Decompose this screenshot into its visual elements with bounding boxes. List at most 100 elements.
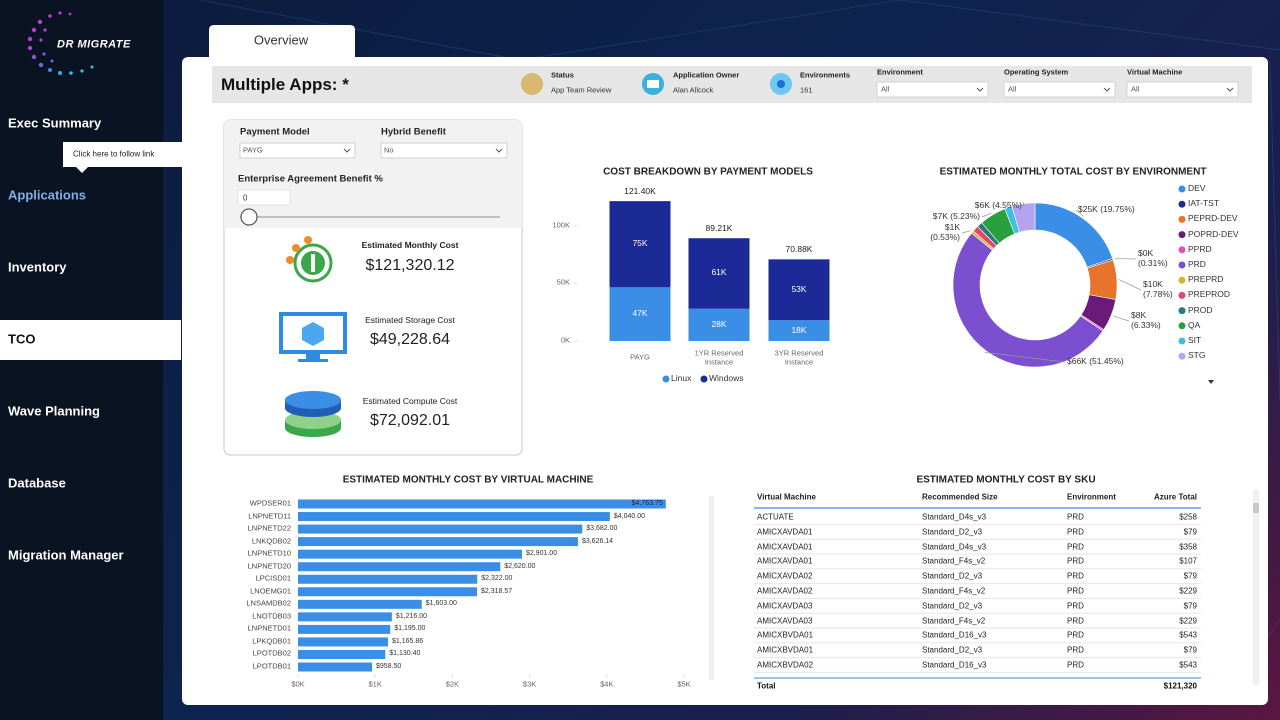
filter-value[interactable]: All xyxy=(1131,84,1140,94)
tab[interactable] xyxy=(209,25,355,57)
nav-item[interactable]: Migration Manager xyxy=(8,547,124,563)
table-cell: Standard_D2_v3 xyxy=(922,571,983,581)
y-tick-label[interactable]: LNPNETD10 xyxy=(247,548,291,558)
logo-text: DR MIGRATE xyxy=(57,38,131,51)
x-tick-label: $1K xyxy=(368,679,382,689)
y-tick-label[interactable]: LPCISD01 xyxy=(255,573,291,583)
table-cell: PRD xyxy=(1067,512,1084,522)
slider-knob[interactable] xyxy=(240,208,258,226)
vm-chart-scrollbar[interactable] xyxy=(709,496,714,680)
legend-label[interactable]: PEPRD-DEV xyxy=(1188,213,1238,224)
parameter-dropdown[interactable] xyxy=(239,142,356,159)
legend-label[interactable]: PPRD xyxy=(1188,243,1212,254)
table-cell: $229 xyxy=(1179,586,1197,596)
legend-label[interactable]: PROD xyxy=(1188,304,1213,315)
filter-value[interactable]: All xyxy=(1008,84,1017,94)
status-icon xyxy=(521,73,543,95)
table-header[interactable]: Virtual Machine xyxy=(757,492,816,502)
y-tick-label[interactable]: LPKQDB01 xyxy=(252,636,291,646)
bar-label: $1,130.40 xyxy=(389,650,421,658)
legend-marker xyxy=(1178,352,1186,360)
table-cell: $79 xyxy=(1183,527,1197,537)
leader-line xyxy=(1112,315,1130,322)
slice-label: $10K (7.78%) xyxy=(1143,279,1173,299)
y-tick-label[interactable]: LNPNETD22 xyxy=(247,523,291,533)
legend-more[interactable] xyxy=(1208,380,1214,384)
y-tick-label[interactable]: LNKQDB02 xyxy=(251,536,291,546)
legend-marker xyxy=(700,375,708,383)
parameter-value[interactable]: 0 xyxy=(243,193,248,203)
x-tick-label: $2K xyxy=(445,679,460,689)
table-cell: AMICXAVDA01 xyxy=(757,542,813,551)
filter-label: Environment xyxy=(877,67,923,77)
owner-icon-card xyxy=(647,80,659,88)
table-cell: $543 xyxy=(1179,660,1197,670)
table-cell: AMICXAVDA03 xyxy=(757,616,813,625)
nav-item[interactable]: Exec Summary xyxy=(8,115,102,131)
parameter-value[interactable]: No xyxy=(384,145,394,155)
table-cell: PRD xyxy=(1067,645,1084,655)
parameter-dropdown[interactable] xyxy=(380,142,508,159)
bar-label: $1,165.86 xyxy=(392,637,424,645)
filter-dropdown[interactable] xyxy=(1126,81,1239,98)
y-tick-label[interactable]: LPOTDB02 xyxy=(252,649,291,659)
table-cell: ACTUATE xyxy=(757,512,794,522)
filter-dropdown[interactable] xyxy=(876,81,989,98)
bar xyxy=(298,574,478,584)
legend-label[interactable]: PRD xyxy=(1188,259,1206,270)
nav-item[interactable]: Database xyxy=(8,475,66,491)
y-tick-label[interactable]: LNPNETD01 xyxy=(247,624,291,634)
y-tick-label[interactable]: LNPNETD20 xyxy=(247,561,291,571)
table-total-value: $121,320 xyxy=(1163,681,1197,691)
nav-item[interactable]: Wave Planning xyxy=(8,403,100,419)
y-tick-label[interactable]: LNOTDB03 xyxy=(252,611,291,621)
bar xyxy=(298,662,372,672)
table-header[interactable]: Azure Total xyxy=(1154,492,1197,502)
table-scroll-thumb[interactable] xyxy=(1253,503,1259,513)
monthly-cost-icon xyxy=(286,236,333,283)
table-cell: Standard_F4s_v2 xyxy=(922,556,986,566)
y-tick-label[interactable]: LNPNETD11 xyxy=(248,511,291,521)
legend-label[interactable]: QA xyxy=(1188,319,1201,330)
nav-item[interactable]: Inventory xyxy=(8,259,67,275)
tooltip-arrow xyxy=(76,167,88,173)
y-tick-label[interactable]: LNOEMG01 xyxy=(250,586,291,596)
filter-value[interactable]: All xyxy=(881,84,890,94)
y-tick-label: 100K xyxy=(552,220,570,230)
y-tick-label[interactable]: WPDSER01 xyxy=(249,498,291,508)
table-cell: Standard_D4s_v3 xyxy=(922,512,987,522)
table-cell: PRD xyxy=(1067,556,1084,566)
table-cell: $79 xyxy=(1183,645,1197,655)
legend-label[interactable]: PREPRD xyxy=(1188,274,1224,285)
y-tick-label[interactable]: LNSAMDB02 xyxy=(246,599,291,608)
parameter-input[interactable] xyxy=(237,189,291,206)
bar-label: 61K xyxy=(711,267,727,278)
table-cell: $543 xyxy=(1179,630,1197,640)
legend-label[interactable]: IAT-TST xyxy=(1188,198,1220,209)
nav-item[interactable]: TCO xyxy=(8,331,36,347)
legend-label[interactable]: DEV xyxy=(1188,183,1206,194)
legend-label[interactable]: Windows xyxy=(709,373,744,384)
legend-label[interactable]: POPRD-DEV xyxy=(1188,228,1239,239)
legend-label[interactable]: STG xyxy=(1188,350,1206,361)
legend-marker xyxy=(1178,261,1186,269)
table-cell: PRD xyxy=(1067,542,1084,551)
parameter-value[interactable]: PAYG xyxy=(243,145,263,155)
legend-label[interactable]: Linux xyxy=(671,373,692,384)
table-header[interactable]: Recommended Size xyxy=(922,492,998,502)
y-tick-label[interactable]: LPOTDB01 xyxy=(252,661,291,671)
table-cell: AMICXBVDA01 xyxy=(757,645,814,655)
slice-label: $6K (4.55%) xyxy=(974,200,1022,211)
table-cell: PRD xyxy=(1067,571,1084,581)
tab-label[interactable]: Overview xyxy=(253,32,309,48)
table-header[interactable]: Environment xyxy=(1067,492,1116,502)
table-total-label: Total xyxy=(757,681,776,691)
filter-dropdown[interactable] xyxy=(1003,81,1116,98)
legend-marker xyxy=(1178,276,1186,284)
bar xyxy=(298,512,610,522)
nav-item[interactable]: Applications xyxy=(8,187,87,203)
legend-label[interactable]: PREPROD xyxy=(1188,289,1231,300)
bar-segment xyxy=(609,287,671,341)
table-scrollbar[interactable] xyxy=(1253,490,1259,685)
legend-label[interactable]: SIT xyxy=(1188,335,1202,346)
